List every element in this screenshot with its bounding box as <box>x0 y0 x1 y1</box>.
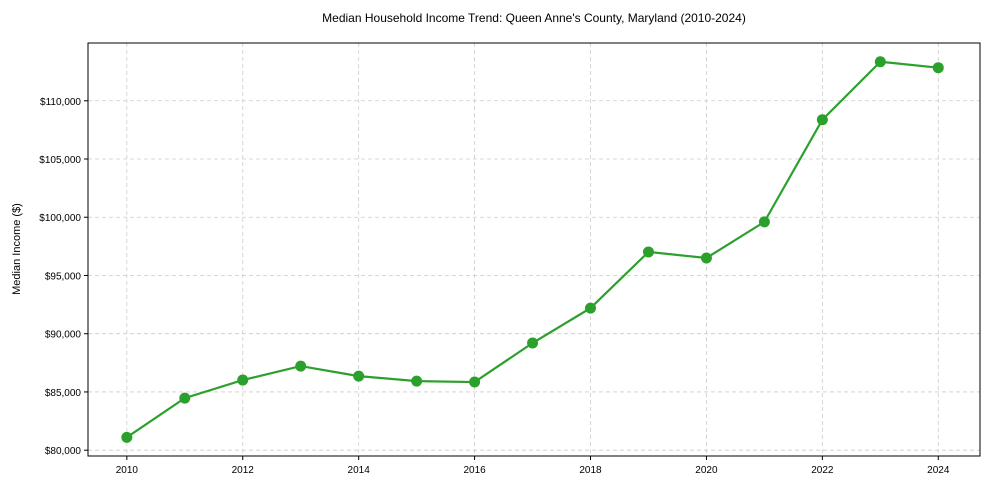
x-tick-label: 2014 <box>348 465 371 476</box>
series-line <box>126 60 939 439</box>
x-tick-label: 2018 <box>579 465 602 476</box>
y-tick-label: $95,000 <box>45 271 82 282</box>
data-point-2013 <box>295 360 307 372</box>
data-point-2014 <box>353 370 365 382</box>
series-group <box>121 56 944 443</box>
grid <box>88 43 980 456</box>
data-point-2016 <box>469 376 481 388</box>
data-point-2022 <box>816 114 828 126</box>
y-tick-label: $80,000 <box>45 446 82 457</box>
data-point-2024 <box>932 62 944 74</box>
x-tick-label: 2020 <box>695 465 718 476</box>
data-point-2010 <box>121 431 133 443</box>
y-tick-label: $105,000 <box>39 155 81 166</box>
data-point-2020 <box>700 252 712 264</box>
x-tick-label: 2022 <box>811 465 834 476</box>
data-point-2018 <box>585 302 597 314</box>
x-tick-label: 2024 <box>927 465 950 476</box>
data-point-2019 <box>642 246 654 258</box>
y-tick-label: $100,000 <box>39 213 81 224</box>
axis-ticks: 2010 2012 2014 2016 2018 2020 2022 2024 $80,000 $… <box>39 97 950 476</box>
data-point-2017 <box>527 337 539 349</box>
y-tick-label: $110,000 <box>40 97 81 108</box>
x-tick-label: 2012 <box>232 465 255 476</box>
y-tick-label: $90,000 <box>45 330 82 341</box>
x-tick-label: 2016 <box>463 465 486 476</box>
data-point-2012 <box>237 374 249 386</box>
data-point-2011 <box>179 392 191 404</box>
y-tick-label: $85,000 <box>45 388 82 399</box>
plot-frame <box>87 42 981 457</box>
data-point-2023 <box>874 56 886 68</box>
data-point-2021 <box>758 216 770 228</box>
y-axis-label: Median Income ($) <box>11 203 23 295</box>
x-tick-label: 2010 <box>116 465 139 476</box>
data-point-2015 <box>411 375 423 387</box>
chart-title: Median Household Income Trend: Queen Ann… <box>322 11 746 25</box>
